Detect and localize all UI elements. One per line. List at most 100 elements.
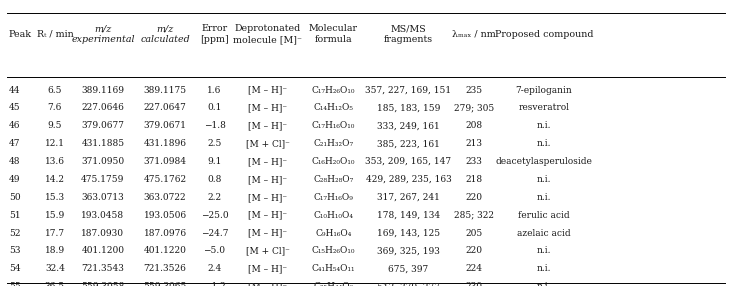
Text: 32.4: 32.4: [45, 264, 65, 273]
Text: C₁₄H₁₂O₅: C₁₄H₁₂O₅: [313, 104, 354, 112]
Text: 208: 208: [466, 121, 483, 130]
Text: [M – H]⁻: [M – H]⁻: [248, 86, 287, 95]
Text: −1.2: −1.2: [203, 282, 225, 286]
Text: 371.0984: 371.0984: [143, 157, 187, 166]
Text: [M – H]⁻: [M – H]⁻: [248, 104, 287, 112]
Text: 51: 51: [9, 211, 20, 220]
Text: 193.0458: 193.0458: [81, 211, 124, 220]
Text: C₃₅H₄₄O₆: C₃₅H₄₄O₆: [313, 282, 354, 286]
Text: 185, 183, 159: 185, 183, 159: [377, 104, 440, 112]
Text: 55: 55: [9, 282, 20, 286]
Text: 721.3526: 721.3526: [143, 264, 187, 273]
Text: 363.0722: 363.0722: [143, 193, 187, 202]
Text: 353, 209, 165, 147: 353, 209, 165, 147: [365, 157, 452, 166]
Text: 14.2: 14.2: [45, 175, 65, 184]
Text: 224: 224: [466, 264, 483, 273]
Text: 7.6: 7.6: [48, 104, 62, 112]
Text: C₄₁H₅₄O₁₁: C₄₁H₅₄O₁₁: [312, 264, 355, 273]
Text: C₁₇H₁₆O₉: C₁₇H₁₆O₉: [313, 193, 354, 202]
Text: 363.0713: 363.0713: [81, 193, 124, 202]
Text: 285; 322: 285; 322: [455, 211, 494, 220]
Text: −25.0: −25.0: [201, 211, 228, 220]
Text: 371.0950: 371.0950: [81, 157, 124, 166]
Text: 385, 223, 161: 385, 223, 161: [377, 139, 440, 148]
Text: 401.1220: 401.1220: [143, 247, 187, 255]
Text: 357, 227, 169, 151: 357, 227, 169, 151: [365, 86, 452, 95]
Text: 721.3543: 721.3543: [81, 264, 124, 273]
Text: 218: 218: [466, 175, 483, 184]
Text: C₂₈H₂₈O₇: C₂₈H₂₈O₇: [313, 175, 354, 184]
Text: 233: 233: [466, 157, 483, 166]
Text: 220: 220: [466, 193, 483, 202]
Text: [M – H]⁻: [M – H]⁻: [248, 211, 287, 220]
Text: n.i.: n.i.: [537, 282, 551, 286]
Text: 49: 49: [9, 175, 20, 184]
Text: 559.3065: 559.3065: [143, 282, 187, 286]
Text: Deprotonated
molecule [M]⁻: Deprotonated molecule [M]⁻: [233, 24, 302, 44]
Text: 401.1200: 401.1200: [81, 247, 124, 255]
Text: 235: 235: [466, 86, 483, 95]
Text: n.i.: n.i.: [537, 121, 551, 130]
Text: n.i.: n.i.: [537, 175, 551, 184]
Text: 17.7: 17.7: [45, 229, 65, 238]
Text: C₁₀H₁₀O₄: C₁₀H₁₀O₄: [313, 211, 354, 220]
Text: 18.9: 18.9: [45, 247, 65, 255]
Text: 2.4: 2.4: [207, 264, 222, 273]
Text: 52: 52: [9, 229, 20, 238]
Text: −24.7: −24.7: [201, 229, 228, 238]
Text: 9.5: 9.5: [48, 121, 62, 130]
Text: 389.1169: 389.1169: [81, 86, 124, 95]
Text: m/z
calculated: m/z calculated: [141, 24, 190, 44]
Text: Error
[ppm]: Error [ppm]: [200, 24, 229, 44]
Text: [M – H]⁻: [M – H]⁻: [248, 157, 287, 166]
Text: Peak: Peak: [9, 30, 31, 39]
Text: 7-epiloganin: 7-epiloganin: [515, 86, 572, 95]
Text: ferulic acid: ferulic acid: [518, 211, 569, 220]
Text: 431.1885: 431.1885: [81, 139, 124, 148]
Text: 45: 45: [9, 104, 20, 112]
Text: C₁₅H₂₆O₁₀: C₁₅H₂₆O₁₀: [312, 247, 355, 255]
Text: −1.8: −1.8: [203, 121, 225, 130]
Text: 475.1762: 475.1762: [143, 175, 187, 184]
Text: 379.0671: 379.0671: [143, 121, 187, 130]
Text: 333, 249, 161: 333, 249, 161: [377, 121, 440, 130]
Text: azelaic acid: azelaic acid: [517, 229, 571, 238]
Text: 559.3058: 559.3058: [81, 282, 124, 286]
Text: 15.9: 15.9: [45, 211, 65, 220]
Text: 227.0646: 227.0646: [81, 104, 124, 112]
Text: 36.5: 36.5: [45, 282, 65, 286]
Text: n.i.: n.i.: [537, 264, 551, 273]
Text: [M – H]⁻: [M – H]⁻: [248, 282, 287, 286]
Text: 193.0506: 193.0506: [143, 211, 187, 220]
Text: 187.0976: 187.0976: [143, 229, 187, 238]
Text: 230: 230: [466, 282, 483, 286]
Text: [M – H]⁻: [M – H]⁻: [248, 229, 287, 238]
Text: [M + Cl]⁻: [M + Cl]⁻: [246, 139, 289, 148]
Text: 54: 54: [9, 264, 20, 273]
Text: C₁₆H₂₀O₁₀: C₁₆H₂₀O₁₀: [312, 157, 355, 166]
Text: 429, 289, 235, 163: 429, 289, 235, 163: [365, 175, 452, 184]
Text: deacetylasperuloside: deacetylasperuloside: [496, 157, 592, 166]
Text: m/z
experimental: m/z experimental: [71, 24, 135, 44]
Text: 46: 46: [9, 121, 20, 130]
Text: 47: 47: [9, 139, 20, 148]
Text: 205: 205: [466, 229, 483, 238]
Text: n.i.: n.i.: [537, 193, 551, 202]
Text: 317, 267, 241: 317, 267, 241: [377, 193, 440, 202]
Text: 675, 397: 675, 397: [389, 264, 428, 273]
Text: 44: 44: [9, 86, 20, 95]
Text: 220: 220: [466, 247, 483, 255]
Text: 53: 53: [9, 247, 20, 255]
Text: 50: 50: [9, 193, 20, 202]
Text: 12.1: 12.1: [45, 139, 65, 148]
Text: 213: 213: [466, 139, 483, 148]
Text: [M – H]⁻: [M – H]⁻: [248, 121, 287, 130]
Text: 169, 143, 125: 169, 143, 125: [377, 229, 440, 238]
Text: [M – H]⁻: [M – H]⁻: [248, 264, 287, 273]
Text: 513, 379, 277: 513, 379, 277: [377, 282, 440, 286]
Text: 389.1175: 389.1175: [143, 86, 187, 95]
Text: 227.0647: 227.0647: [143, 104, 187, 112]
Text: MS/MS
fragments: MS/MS fragments: [384, 24, 433, 44]
Text: −5.0: −5.0: [203, 247, 225, 255]
Text: 2.5: 2.5: [207, 139, 222, 148]
